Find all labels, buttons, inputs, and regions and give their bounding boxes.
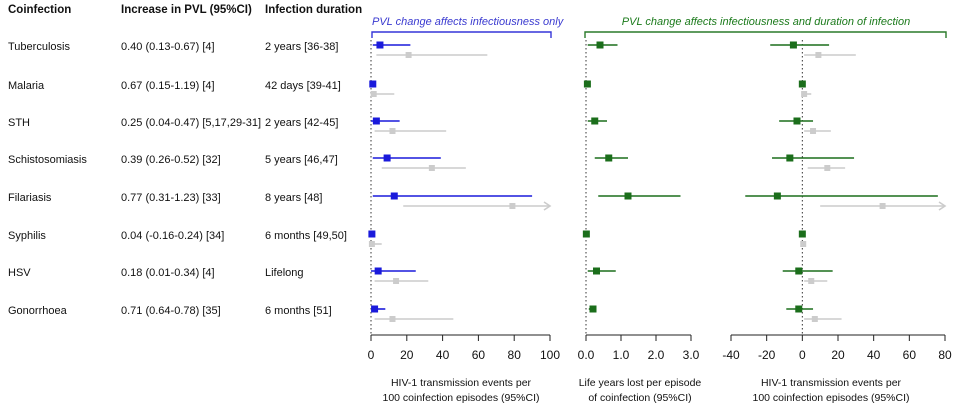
point-estimate-secondary xyxy=(405,52,412,58)
point-estimate-secondary xyxy=(824,165,831,171)
row-infection-duration: 6 months [49,50] xyxy=(265,230,347,242)
x-axis-tick-label: 60 xyxy=(903,348,917,362)
point-estimate xyxy=(624,192,632,200)
x-axis-tick-label: 2.0 xyxy=(648,348,665,362)
point-estimate-secondary xyxy=(808,278,815,284)
row-infection-duration: 6 months [51] xyxy=(265,305,332,317)
row-infection-duration: 5 years [46,47] xyxy=(265,154,338,166)
point-estimate-secondary xyxy=(368,241,375,247)
row-pvl-increase: 0.40 (0.13-0.67) [4] xyxy=(121,41,215,53)
row-coinfection-name: STH xyxy=(8,117,30,129)
point-estimate-secondary xyxy=(509,203,516,209)
point-estimate xyxy=(795,305,803,313)
point-estimate xyxy=(582,230,590,238)
x-axis-tick-label: 60 xyxy=(472,348,486,362)
point-estimate xyxy=(605,154,613,162)
x-axis-tick-label: 3.0 xyxy=(683,348,700,362)
row-infection-duration: 2 years [36-38] xyxy=(265,41,339,53)
point-estimate xyxy=(596,41,604,49)
row-pvl-increase: 0.77 (0.31-1.23) [33] xyxy=(121,192,221,204)
header-infection-duration: Infection duration xyxy=(265,4,363,16)
point-estimate-secondary xyxy=(389,316,396,322)
point-estimate xyxy=(383,154,391,162)
x-axis-tick-label: 80 xyxy=(938,348,952,362)
row-coinfection-name: Filariasis xyxy=(8,192,52,204)
point-estimate xyxy=(376,41,384,49)
x-axis-tick-label: 0 xyxy=(368,348,375,362)
row-pvl-increase: 0.25 (0.04-0.47) [5,17,29-31] xyxy=(121,117,262,129)
x-axis-label-text: HIV-1 transmission events per 100 coinfec… xyxy=(752,377,910,404)
point-estimate-secondary xyxy=(393,278,400,284)
x-axis-tick-label: 40 xyxy=(436,348,450,362)
point-estimate-secondary xyxy=(800,241,807,247)
x-axis-label-text: HIV-1 transmission events per 100 coinfec… xyxy=(382,377,540,404)
point-estimate xyxy=(372,117,380,125)
point-estimate-secondary xyxy=(879,203,886,209)
x-axis-tick-label: 0 xyxy=(799,348,806,362)
point-estimate xyxy=(589,305,597,313)
point-estimate-secondary xyxy=(428,165,435,171)
point-estimate xyxy=(795,267,803,275)
point-estimate xyxy=(786,154,794,162)
point-estimate xyxy=(798,80,806,88)
point-estimate xyxy=(369,80,377,88)
point-estimate xyxy=(374,267,382,275)
x-axis-label-text: Life years lost per episode of coinfectio… xyxy=(578,377,702,404)
row-infection-duration: 42 days [39-41] xyxy=(265,80,341,92)
row-coinfection-name: Gonorrhoea xyxy=(8,305,67,317)
point-estimate xyxy=(368,230,376,238)
point-estimate xyxy=(583,80,591,88)
row-pvl-increase: 0.04 (-0.16-0.24) [34] xyxy=(121,230,225,242)
x-axis-tick-label: 0.0 xyxy=(578,348,595,362)
header-coinfection: Coinfection xyxy=(8,4,72,16)
point-estimate-secondary xyxy=(801,91,808,97)
x-axis-tick-label: -20 xyxy=(758,348,776,362)
x-axis-tick-label: 1.0 xyxy=(613,348,630,362)
row-pvl-increase: 0.71 (0.64-0.78) [35] xyxy=(121,305,221,317)
point-estimate xyxy=(591,117,599,125)
x-axis-tick-label: 20 xyxy=(831,348,845,362)
point-estimate-secondary xyxy=(815,52,822,58)
x-axis-tick-label: 40 xyxy=(867,348,881,362)
row-coinfection-name: Schistosomiasis xyxy=(8,154,87,166)
row-infection-duration: 2 years [42-45] xyxy=(265,117,339,129)
row-infection-duration: 8 years [48] xyxy=(265,192,323,204)
point-estimate-secondary xyxy=(810,128,817,134)
point-estimate-secondary xyxy=(389,128,396,134)
group-title-infectiousness-only: PVL change affects infectiousness only xyxy=(372,16,564,28)
row-pvl-increase: 0.67 (0.15-1.19) [4] xyxy=(121,80,215,92)
row-coinfection-name: Syphilis xyxy=(8,230,46,242)
x-axis-label-panel-2: Life years lost per episode of coinfectio… xyxy=(565,376,715,406)
x-axis-tick-label: 100 xyxy=(540,348,560,362)
header-increase-pvl: Increase in PVL (95%CI) xyxy=(121,4,252,16)
group-bracket xyxy=(584,31,947,38)
point-estimate xyxy=(798,230,806,238)
row-coinfection-name: Malaria xyxy=(8,80,45,92)
point-estimate-secondary xyxy=(811,316,818,322)
ci-arrow xyxy=(543,201,552,211)
ci-arrow xyxy=(938,201,947,211)
point-estimate xyxy=(593,267,600,275)
point-estimate xyxy=(773,192,781,200)
point-estimate xyxy=(793,117,801,125)
point-estimate xyxy=(371,305,379,313)
x-axis-tick-label: 20 xyxy=(400,348,414,362)
row-coinfection-name: HSV xyxy=(8,267,31,279)
point-estimate xyxy=(789,41,797,49)
row-pvl-increase: 0.18 (0.01-0.34) [4] xyxy=(121,267,215,279)
row-coinfection-name: Tuberculosis xyxy=(8,41,70,53)
row-infection-duration: Lifelong xyxy=(265,267,304,279)
x-axis-tick-label: -40 xyxy=(722,348,740,362)
row-pvl-increase: 0.39 (0.26-0.52) [32] xyxy=(121,154,221,166)
x-axis-tick-label: 80 xyxy=(508,348,522,362)
point-estimate xyxy=(390,192,398,200)
group-title-infectiousness-and-duration: PVL change affects infectiousness and du… xyxy=(621,16,911,28)
x-axis-label-panel-1: HIV-1 transmission events per 100 coinfec… xyxy=(371,376,551,406)
group-bracket xyxy=(371,31,552,38)
x-axis-label-panel-3: HIV-1 transmission events per 100 coinfec… xyxy=(741,376,921,406)
point-estimate-secondary xyxy=(370,91,377,97)
